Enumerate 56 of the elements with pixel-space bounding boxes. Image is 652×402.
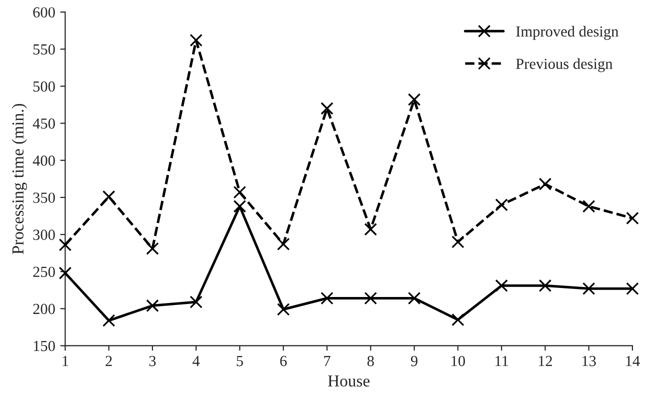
y-tick-label: 250 (33, 266, 55, 278)
point (190, 34, 202, 47)
y-tick-label: 500 (33, 81, 55, 92)
point (276, 302, 290, 316)
point (58, 238, 72, 252)
y-tick-label: 400 (32, 155, 55, 166)
x-tick-label: 4 (192, 356, 200, 366)
point (364, 292, 378, 305)
y-tick-label: 300 (33, 230, 55, 240)
x-tick-label: 2 (106, 356, 112, 366)
point (582, 200, 596, 213)
y-tick-label: 350 (33, 192, 55, 203)
x-tick-label: 1 (62, 356, 68, 366)
x-tick-label: 3 (149, 356, 156, 366)
x-tick-label: 13 (582, 356, 596, 366)
x-tick-label: 9 (410, 356, 418, 366)
y-tick-label: 450 (32, 118, 55, 129)
point (538, 279, 552, 292)
x-tick-label: 11 (496, 356, 508, 366)
legend-label: Improved design (516, 26, 618, 40)
point (452, 236, 464, 248)
point (495, 198, 508, 212)
y-tick-label: 150 (34, 340, 55, 352)
point (538, 178, 552, 190)
y-axis-title: Processing time (min.) (12, 104, 28, 254)
x-tick-label: 6 (280, 356, 287, 366)
point (146, 299, 159, 312)
y-tick-label: 600 (33, 7, 55, 18)
point (364, 222, 378, 236)
point (190, 296, 202, 308)
point (233, 186, 246, 199)
point (626, 212, 639, 225)
point (102, 314, 116, 327)
x-tick-label: 8 (367, 356, 374, 366)
point (582, 282, 596, 296)
x-tick-label: 14 (626, 356, 640, 366)
y-tick-label: 550 (33, 44, 55, 55)
legend-label: Previous design (516, 58, 613, 72)
point (233, 200, 246, 213)
point (408, 93, 421, 106)
point (320, 292, 334, 305)
point (320, 102, 334, 115)
x-tick-label: 5 (236, 356, 243, 366)
point (408, 292, 421, 305)
point (452, 313, 464, 326)
point (58, 266, 72, 280)
x-axis-title: House (328, 376, 370, 387)
point (146, 242, 159, 255)
x-tick-label: 10 (452, 356, 465, 366)
x-tick-label: 7 (324, 356, 330, 366)
point (276, 238, 290, 251)
point (495, 279, 508, 292)
x-tick-label: 12 (538, 356, 552, 366)
point (102, 190, 116, 204)
point (626, 282, 639, 296)
y-tick-label: 200 (33, 304, 55, 314)
